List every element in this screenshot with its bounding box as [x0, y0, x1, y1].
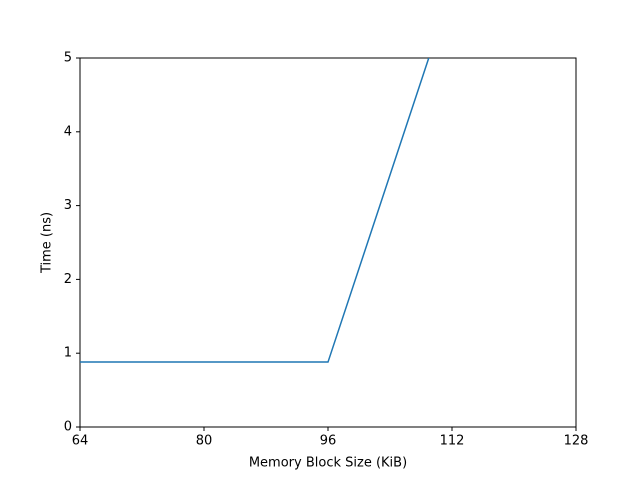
y-axis-label: Time (ns) [40, 212, 55, 274]
x-tick-label: 80 [196, 434, 213, 449]
x-tick-label: 64 [72, 434, 89, 449]
y-tick-label: 2 [64, 272, 72, 287]
y-tick-label: 0 [64, 420, 72, 435]
x-axis-label: Memory Block Size (KiB) [249, 456, 407, 471]
x-tick-label: 128 [564, 434, 589, 449]
plot-frame [79, 57, 577, 428]
y-tick-label: 4 [64, 124, 72, 139]
y-tick-label: 1 [64, 346, 72, 361]
y-tick-label: 3 [64, 198, 72, 213]
x-tick-label: 96 [320, 434, 337, 449]
line-series [80, 58, 430, 363]
y-tick-label: 5 [64, 51, 72, 66]
x-tick-label: 112 [440, 434, 465, 449]
